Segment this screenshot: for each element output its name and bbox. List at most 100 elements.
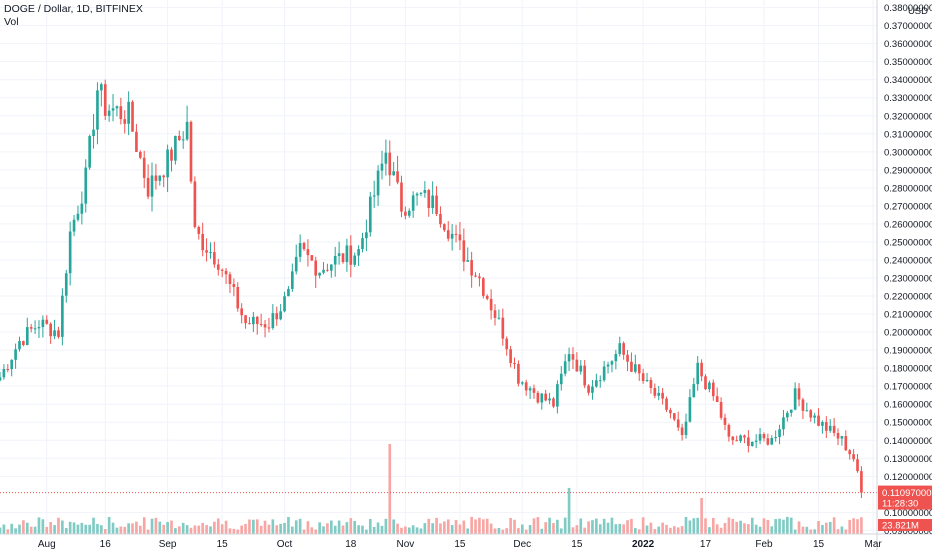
volume-bar [583, 527, 586, 534]
candle-down [669, 409, 672, 414]
candle-down [267, 327, 271, 329]
candle-down [489, 298, 493, 311]
candle-down [735, 440, 739, 442]
volume-bar [669, 527, 672, 534]
candle-down [22, 340, 25, 345]
candle-down [809, 410, 813, 418]
candle-up [567, 354, 571, 362]
candle-down [57, 330, 60, 337]
candle-up [333, 255, 337, 265]
volume-bar [37, 517, 41, 534]
volume-bar [493, 528, 497, 534]
volume-bar [860, 517, 863, 534]
volume-bar [723, 522, 727, 534]
volume-bar [793, 529, 797, 534]
candle-up [174, 135, 177, 161]
candle-down [103, 84, 107, 116]
candle-up [209, 252, 212, 254]
candle-down [493, 310, 497, 318]
time-axis[interactable]: Aug 16 Sep 15 Oct 18 Nov 15 Dec 15 2022 17 Feb 15 Mar [38, 539, 883, 550]
date-tick-label: 15 [217, 539, 229, 550]
volume-bar [361, 525, 364, 534]
volume-indicator-label[interactable]: Vol [4, 16, 19, 28]
candle-up [37, 327, 41, 329]
candle-up [53, 330, 56, 337]
candle-up [72, 219, 76, 232]
volume-bar [201, 522, 205, 534]
candle-down [587, 385, 590, 393]
volume-bar [170, 520, 173, 534]
volume-bar [630, 518, 633, 534]
volume-bar [263, 520, 267, 534]
volume-bar [84, 524, 88, 534]
volume-bar [715, 524, 719, 534]
price-tick-label: 0.24000000 [884, 255, 932, 266]
candle-down [766, 438, 770, 445]
volume-bar [228, 528, 232, 534]
volume-bar [797, 521, 801, 534]
candle-down [306, 249, 310, 256]
price-tick-label: 0.35000000 [884, 57, 932, 68]
price-tick-label: 0.30000000 [884, 147, 932, 158]
volume-bar [283, 522, 286, 534]
volume-bar [485, 518, 489, 534]
candle-down [513, 363, 516, 365]
volume-bar [634, 528, 637, 534]
volume-bar [544, 522, 548, 534]
volume-bar [224, 520, 228, 534]
candle-up [372, 195, 376, 197]
price-tick-label: 0.17000000 [884, 382, 932, 393]
volume-bar [322, 526, 325, 534]
volume-bar [333, 525, 337, 534]
candle-up [271, 313, 275, 328]
volume-bar [825, 522, 828, 534]
price-tick-label: 0.19000000 [884, 346, 932, 357]
volume-bar [610, 517, 614, 534]
volume-bar [762, 518, 766, 534]
volume-bar [575, 525, 579, 534]
volume-bar [532, 518, 536, 534]
candle-down [860, 471, 863, 493]
candle-up [696, 362, 700, 385]
symbol-title[interactable]: DOGE / Dollar, 1D, BITFINEX [4, 3, 143, 15]
volume-bar [431, 523, 434, 534]
volume-bar [637, 529, 641, 534]
volume-bar [645, 525, 649, 534]
candle-down [848, 450, 852, 455]
volume-bar [6, 529, 10, 534]
date-tick-label: 18 [345, 539, 357, 550]
candle-up [76, 213, 80, 220]
candle-down [435, 195, 438, 214]
price-tick-label: 0.33000000 [884, 93, 932, 104]
candle-up [298, 243, 302, 257]
volume-bar [80, 522, 84, 534]
candle-up [318, 272, 321, 276]
volume-bar [606, 522, 610, 534]
candle-down [236, 287, 240, 309]
candle-down [801, 399, 805, 411]
candle-down [817, 415, 820, 426]
candle-down [700, 362, 703, 377]
volume-bar [700, 498, 703, 534]
volume-bar [302, 529, 306, 534]
candle-up [548, 398, 551, 401]
volume-bar [454, 519, 458, 534]
volume-bar [349, 518, 353, 534]
volume-bar [150, 518, 154, 534]
candle-up [107, 110, 111, 116]
volume-bar [641, 517, 645, 534]
volume-bar [481, 519, 485, 534]
candle-down [259, 323, 263, 325]
candle-down [341, 253, 345, 263]
candle-down [162, 175, 166, 178]
date-tick-label: Feb [755, 539, 773, 550]
candle-down [220, 269, 224, 271]
candle-up [407, 210, 411, 216]
volume-bar [197, 525, 201, 534]
volume-bar [240, 525, 243, 534]
candle-down [275, 313, 279, 320]
price-tick-label: 0.34000000 [884, 75, 932, 86]
volume-bar [22, 520, 25, 534]
